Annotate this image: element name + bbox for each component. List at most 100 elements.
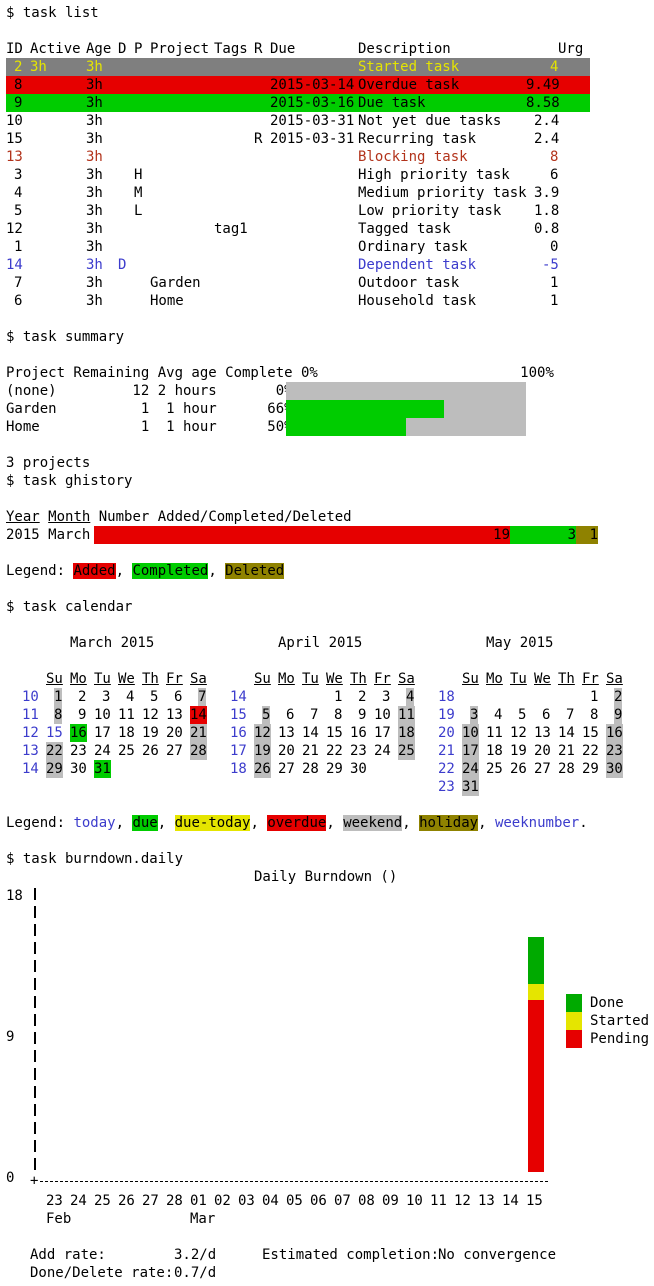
calendar-day[interactable]: 26 <box>254 760 271 778</box>
task-row[interactable]: 10 3h 2015-03-31 Not yet due tasks 2.4 <box>6 112 590 130</box>
task-row[interactable]: 6 3h Home Household task 1 <box>6 292 590 310</box>
calendar-day[interactable]: 3 <box>382 689 391 705</box>
task-row[interactable]: 4 3h M Medium priority task 3.9 <box>6 184 590 202</box>
calendar-day[interactable]: 17 <box>462 742 479 760</box>
calendar-day[interactable]: 30 <box>606 760 623 778</box>
calendar-day[interactable]: 2 <box>78 689 87 705</box>
calendar-day[interactable]: 1 <box>54 688 63 706</box>
calendar-day[interactable]: 8 <box>334 707 343 723</box>
calendar-day[interactable]: 6 <box>286 707 295 723</box>
calendar-day[interactable]: 31 <box>462 778 479 796</box>
calendar-day[interactable]: 6 <box>174 689 183 705</box>
calendar-day[interactable]: 19 <box>254 742 271 760</box>
calendar-day[interactable]: 15 <box>46 725 63 741</box>
calendar-day[interactable]: 26 <box>142 743 159 759</box>
calendar-day[interactable]: 28 <box>302 761 319 777</box>
calendar-day[interactable]: 12 <box>510 725 527 741</box>
calendar-day[interactable]: 12 <box>254 724 271 742</box>
task-row[interactable]: 5 3h L Low priority task 1.8 <box>6 202 590 220</box>
calendar-day[interactable]: 13 <box>534 725 551 741</box>
calendar-day[interactable]: 25 <box>486 761 503 777</box>
calendar-day[interactable]: 25 <box>398 742 415 760</box>
calendar-day[interactable]: 20 <box>278 743 295 759</box>
calendar-day[interactable]: 23 <box>350 743 367 759</box>
calendar-day[interactable]: 27 <box>534 761 551 777</box>
calendar-day[interactable]: 16 <box>606 724 623 742</box>
calendar-day[interactable]: 13 <box>278 725 295 741</box>
calendar-day[interactable]: 23 <box>70 743 87 759</box>
task-row[interactable]: 2 3h 3h Started task 4 <box>6 58 590 76</box>
task-row[interactable]: 14 3h D Dependent task -5 <box>6 256 590 274</box>
calendar-day[interactable]: 24 <box>94 743 111 759</box>
calendar-day[interactable]: 11 <box>486 725 503 741</box>
calendar-day[interactable]: 3 <box>102 689 111 705</box>
task-row[interactable]: 12 3h tag1 Tagged task 0.8 <box>6 220 590 238</box>
calendar-day[interactable]: 29 <box>326 761 343 777</box>
calendar-day[interactable]: 24 <box>462 760 479 778</box>
calendar-day[interactable]: 18 <box>398 724 415 742</box>
calendar-day[interactable]: 9 <box>78 707 87 723</box>
calendar-day[interactable]: 10 <box>94 707 111 723</box>
calendar-day[interactable]: 10 <box>462 724 479 742</box>
calendar-day[interactable]: 20 <box>534 743 551 759</box>
calendar-day[interactable]: 5 <box>262 706 271 724</box>
calendar-day[interactable]: 12 <box>142 707 159 723</box>
task-row[interactable]: 9 3h 2015-03-16 Due task 8.58 <box>6 94 590 112</box>
calendar-day[interactable]: 10 <box>374 707 391 723</box>
calendar-day[interactable]: 18 <box>486 743 503 759</box>
calendar-day[interactable]: 24 <box>374 743 391 759</box>
calendar-day[interactable]: 31 <box>94 760 111 778</box>
calendar-day[interactable]: 8 <box>590 707 599 723</box>
calendar-day[interactable]: 14 <box>190 706 207 724</box>
calendar-day[interactable]: 9 <box>614 706 623 724</box>
calendar-day[interactable]: 15 <box>326 725 343 741</box>
calendar-day[interactable]: 3 <box>470 706 479 724</box>
calendar-day[interactable]: 27 <box>278 761 295 777</box>
calendar-day[interactable]: 29 <box>46 760 63 778</box>
calendar-day[interactable]: 14 <box>302 725 319 741</box>
calendar-day[interactable]: 17 <box>374 725 391 741</box>
calendar-day[interactable]: 16 <box>70 724 87 742</box>
task-row[interactable]: 15 3h R 2015-03-31 Recurring task 2.4 <box>6 130 590 148</box>
calendar-day[interactable]: 1 <box>334 689 343 705</box>
calendar-day[interactable]: 28 <box>190 742 207 760</box>
calendar-day[interactable]: 1 <box>590 689 599 705</box>
task-row[interactable]: 8 3h 2015-03-14 Overdue task 9.49 <box>6 76 590 94</box>
calendar-day[interactable]: 23 <box>606 742 623 760</box>
calendar-day[interactable]: 13 <box>166 707 183 723</box>
calendar-day[interactable]: 18 <box>118 725 135 741</box>
calendar-day[interactable]: 11 <box>398 706 415 724</box>
calendar-day[interactable]: 30 <box>350 761 367 777</box>
calendar-day[interactable]: 19 <box>510 743 527 759</box>
calendar-day[interactable]: 22 <box>46 742 63 760</box>
calendar-day[interactable]: 8 <box>54 706 63 724</box>
calendar-day[interactable]: 15 <box>582 725 599 741</box>
calendar-day[interactable]: 27 <box>166 743 183 759</box>
calendar-day[interactable]: 30 <box>70 761 87 777</box>
calendar-day[interactable]: 14 <box>558 725 575 741</box>
calendar-day[interactable]: 21 <box>190 724 207 742</box>
calendar-day[interactable]: 25 <box>118 743 135 759</box>
calendar-day[interactable]: 29 <box>582 761 599 777</box>
calendar-day[interactable]: 4 <box>126 689 135 705</box>
calendar-day[interactable]: 5 <box>150 689 159 705</box>
calendar-day[interactable]: 7 <box>566 707 575 723</box>
calendar-day[interactable]: 20 <box>166 725 183 741</box>
calendar-day[interactable]: 6 <box>542 707 551 723</box>
calendar-day[interactable]: 4 <box>406 688 415 706</box>
calendar-day[interactable]: 7 <box>310 707 319 723</box>
calendar-day[interactable]: 26 <box>510 761 527 777</box>
task-row[interactable]: 1 3h Ordinary task 0 <box>6 238 590 256</box>
calendar-day[interactable]: 7 <box>198 688 207 706</box>
calendar-day[interactable]: 22 <box>326 743 343 759</box>
calendar-day[interactable]: 21 <box>558 743 575 759</box>
calendar-day[interactable]: 17 <box>94 725 111 741</box>
task-row[interactable]: 7 3h Garden Outdoor task 1 <box>6 274 590 292</box>
calendar-day[interactable]: 28 <box>558 761 575 777</box>
calendar-day[interactable]: 2 <box>358 689 367 705</box>
task-row[interactable]: 3 3h H High priority task 6 <box>6 166 590 184</box>
calendar-day[interactable]: 4 <box>494 707 503 723</box>
calendar-day[interactable]: 11 <box>118 707 135 723</box>
task-row[interactable]: 13 3h Blocking task 8 <box>6 148 590 166</box>
calendar-day[interactable]: 5 <box>518 707 527 723</box>
